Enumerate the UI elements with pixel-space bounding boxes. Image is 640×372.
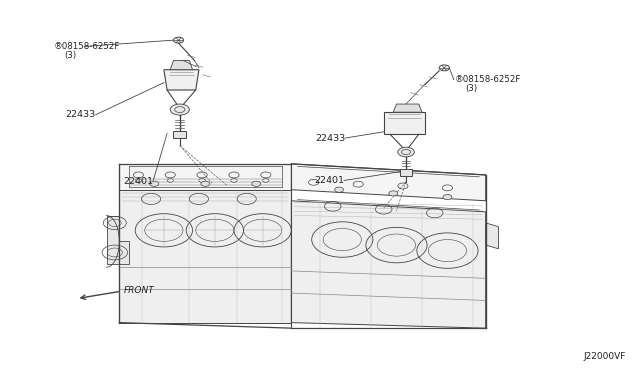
Polygon shape	[486, 223, 499, 249]
Text: J22000VF: J22000VF	[584, 352, 626, 361]
Circle shape	[443, 195, 452, 200]
Polygon shape	[119, 190, 291, 323]
Circle shape	[335, 187, 344, 192]
Polygon shape	[400, 169, 412, 176]
Text: 22401: 22401	[314, 176, 344, 185]
Circle shape	[170, 104, 189, 115]
Polygon shape	[106, 215, 129, 263]
Polygon shape	[291, 164, 486, 201]
Polygon shape	[170, 61, 193, 70]
Circle shape	[150, 181, 159, 186]
Circle shape	[389, 191, 397, 196]
Polygon shape	[384, 112, 425, 134]
Text: ®08158-6252F: ®08158-6252F	[54, 42, 120, 51]
Text: (3): (3)	[64, 51, 76, 60]
Text: (3): (3)	[465, 84, 477, 93]
Polygon shape	[291, 201, 486, 328]
Polygon shape	[173, 131, 186, 138]
Circle shape	[201, 181, 210, 186]
Polygon shape	[394, 104, 422, 112]
Polygon shape	[119, 164, 291, 190]
Text: FRONT: FRONT	[124, 286, 154, 295]
Text: 22401: 22401	[123, 177, 153, 186]
Text: 22433: 22433	[65, 110, 96, 119]
Circle shape	[252, 181, 260, 186]
Polygon shape	[164, 70, 199, 90]
Text: 22433: 22433	[316, 134, 346, 142]
Circle shape	[397, 147, 414, 157]
Text: ®08158-6252F: ®08158-6252F	[455, 75, 522, 84]
